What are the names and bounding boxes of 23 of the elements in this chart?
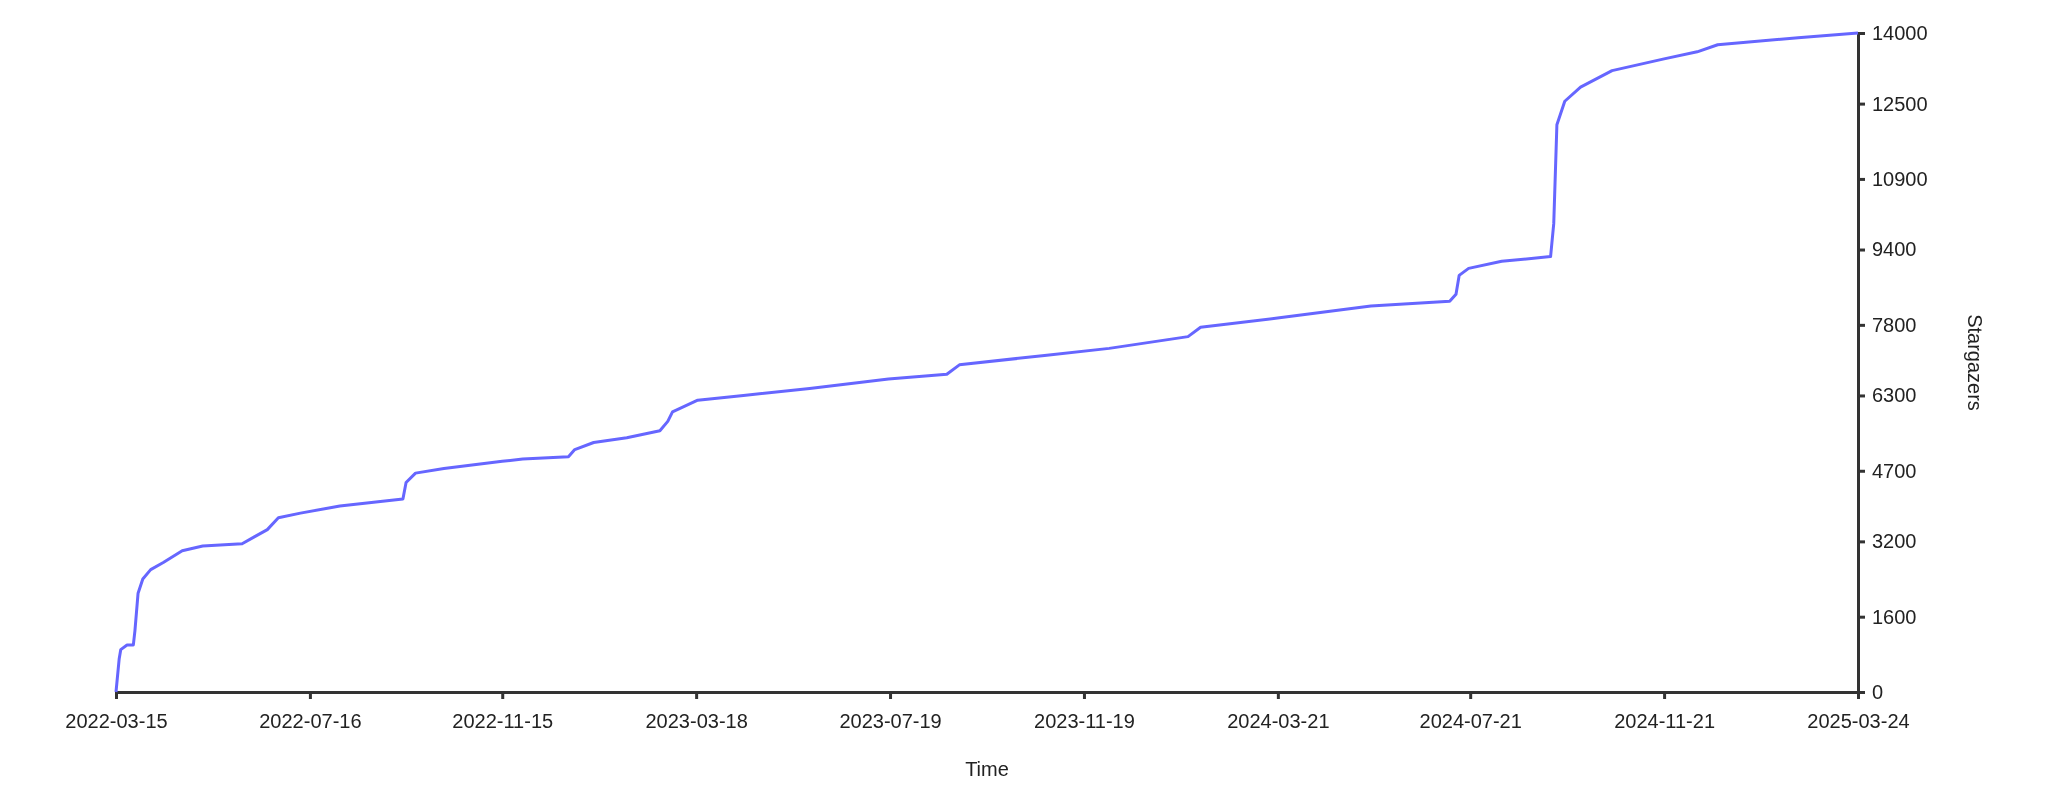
y-tick-label: 3200	[1872, 530, 1917, 553]
x-tick-label: 2022-07-16	[259, 710, 362, 732]
y-tick-label: 6300	[1872, 384, 1917, 407]
x-tick-label: 2025-03-24	[1807, 710, 1910, 732]
y-tick-label: 1600	[1872, 605, 1917, 628]
x-tick-label: 2024-03-21	[1227, 710, 1330, 732]
y-tick-label: 12500	[1872, 92, 1928, 115]
x-tick-label: 2023-03-18	[645, 710, 748, 732]
y-tick-label: 0	[1872, 680, 1884, 703]
x-tick-label: 2024-07-21	[1419, 710, 1522, 732]
x-tick-label: 2022-11-15	[452, 710, 554, 732]
y-tick-label: 4700	[1872, 459, 1917, 482]
x-tick-label: 2022-03-15	[65, 710, 168, 732]
y-axis-title: Stargazers	[1964, 314, 1986, 411]
y-tick-label: 9400	[1872, 238, 1917, 261]
line-series	[114, 31, 1860, 694]
x-tick-label: 2023-07-19	[839, 710, 942, 732]
y-tick-label: 10900	[1872, 167, 1928, 190]
y-tick-label: 7800	[1872, 313, 1917, 336]
x-tick-label: 2023-11-19	[1034, 710, 1135, 732]
x-tick-label: 2024-11-21	[1614, 710, 1716, 732]
y-tick-label: 14000	[1872, 21, 1928, 44]
x-axis-title: Time	[965, 758, 1009, 780]
